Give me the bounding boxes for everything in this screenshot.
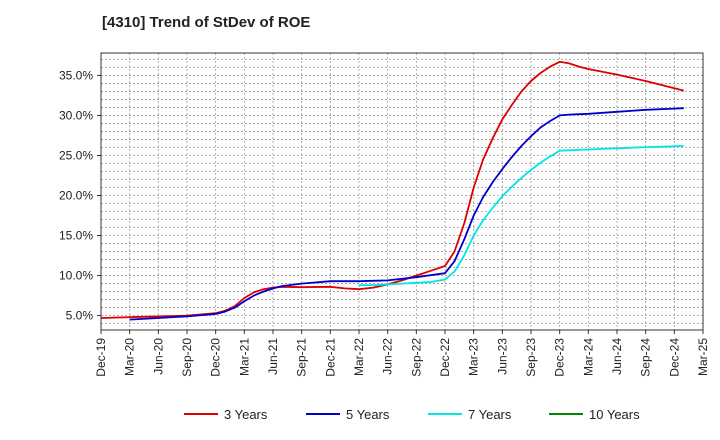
plot-area: [101, 53, 703, 330]
x-tick-label: Sep-24: [639, 338, 653, 377]
y-tick-label: 35.0%: [59, 68, 93, 82]
x-tick-label: Dec-21: [323, 338, 337, 377]
x-tick-label: Dec-19: [94, 338, 108, 377]
x-axis-ticks: Dec-19 Mar-20 Jun-20 Sep-20 Dec-20 Mar-21 Jun-…: [94, 330, 710, 377]
x-tick-label: Mar-21: [237, 338, 251, 376]
x-tick-label: Mar-22: [352, 338, 366, 376]
x-tick-label: Jun-23: [495, 338, 509, 375]
y-tick-label: 25.0%: [59, 148, 93, 162]
x-tick-label: Dec-23: [553, 338, 567, 377]
x-tick-label: Dec-24: [667, 338, 681, 377]
x-tick-label: Jun-20: [151, 338, 165, 375]
plot-frame: [100, 52, 704, 331]
x-tick-label: Mar-23: [467, 338, 481, 376]
series-layer: [100, 60, 685, 321]
x-tick-label: Sep-21: [295, 338, 309, 377]
x-tick-label: Sep-20: [180, 338, 194, 377]
y-tick-label: 30.0%: [59, 108, 93, 122]
series-line-3: [359, 145, 684, 287]
chart-title: [4310] Trend of StDev of ROE: [102, 14, 311, 31]
legend-label-3: 7 Years: [468, 407, 512, 422]
x-tick-label: Dec-22: [438, 338, 452, 377]
plot-background: [101, 53, 703, 330]
series-line-1: [100, 60, 685, 319]
x-tick-label: Mar-20: [123, 338, 137, 376]
legend-label-1: 3 Years: [224, 407, 268, 422]
plot-border: [100, 52, 704, 331]
y-tick-label: 10.0%: [59, 269, 93, 283]
legend-label-4: 10 Years: [589, 407, 640, 422]
y-tick-label: 15.0%: [59, 229, 93, 243]
x-tick-label: Dec-20: [209, 338, 223, 377]
x-tick-label: Mar-25: [696, 338, 710, 376]
y-axis-ticks: 5.0% 10.0% 15.0% 20.0% 25.0% 30.0% 35.0%: [59, 68, 101, 323]
x-tick-label: Jun-24: [610, 338, 624, 375]
legend-label-2: 5 Years: [346, 407, 390, 422]
x-tick-label: Jun-21: [266, 338, 280, 375]
x-tick-label: Sep-23: [524, 338, 538, 377]
x-tick-label: Jun-22: [381, 338, 395, 375]
y-tick-label: 20.0%: [59, 189, 93, 203]
legend: 3 Years 5 Years 7 Years 10 Years: [184, 407, 640, 422]
series-line-2: [129, 107, 684, 321]
x-tick-label: Mar-24: [581, 338, 595, 376]
x-tick-label: Sep-22: [409, 338, 423, 377]
grid-horizontal: [101, 59, 703, 324]
y-tick-label: 5.0%: [66, 309, 94, 323]
